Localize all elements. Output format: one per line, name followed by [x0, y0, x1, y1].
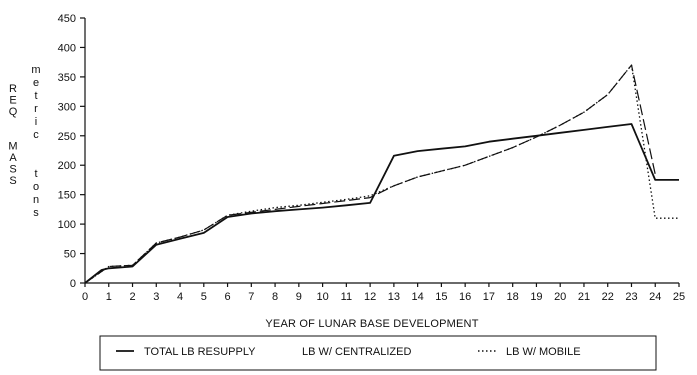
x-tick-label: 17 [483, 291, 495, 303]
y-label-left-char: S [9, 164, 16, 176]
y-tick-label: 200 [58, 160, 76, 172]
x-tick-label: 0 [82, 291, 88, 303]
y-tick-label: 400 [58, 42, 76, 54]
y-tick-label: 0 [70, 278, 76, 290]
y-label-right-char: e [33, 77, 39, 89]
y-tick-label: 100 [58, 219, 76, 231]
y-label-right-char: r [34, 103, 38, 115]
y-tick-label: 50 [64, 249, 76, 261]
y-label-left-char: M [8, 141, 17, 153]
series-group [84, 64, 679, 284]
y-label-right-char: m [31, 64, 40, 76]
x-tick-label: 12 [364, 291, 376, 303]
x-tick-label: 5 [201, 291, 207, 303]
legend-label-mobile: LB W/ MOBILE [506, 346, 581, 358]
x-tick-label: 25 [673, 291, 685, 303]
x-tick-label: 4 [177, 291, 183, 303]
x-tick-label: 19 [530, 291, 542, 303]
y-label-left-char: Q [9, 106, 18, 118]
y-label-right-char: n [33, 194, 39, 206]
x-tick-label: 8 [272, 291, 278, 303]
y-tick-label: 450 [58, 13, 76, 25]
x-tick-label: 3 [153, 291, 159, 303]
x-tick-label: 7 [248, 291, 254, 303]
x-axis-title: YEAR OF LUNAR BASE DEVELOPMENT [265, 318, 478, 330]
legend-label-total: TOTAL LB RESUPPLY [144, 346, 256, 358]
x-tick-label: 9 [296, 291, 302, 303]
series-line-solid [84, 123, 679, 284]
x-tick-label: 11 [341, 291, 352, 303]
x-axis-ticks: 0 1 2 3 4 5 6 7 8 9 10 11 12 13 14 15 16 17 18 19 20 21 22 23 24… [82, 283, 685, 303]
y-tick-label: 350 [58, 72, 76, 84]
y-label-right-char: s [33, 207, 39, 219]
y-axis-ticks: 0 50 100 150 200 250 300 350 400 450 [58, 13, 85, 290]
y-label-right-char: o [33, 181, 39, 193]
x-tick-label: 14 [412, 291, 424, 303]
legend-box [99, 335, 657, 371]
y-tick-label: 300 [58, 101, 76, 113]
y-label-left-char: E [9, 95, 16, 107]
x-tick-label: 2 [129, 291, 135, 303]
x-tick-label: 1 [106, 291, 112, 303]
x-tick-label: 6 [224, 291, 230, 303]
y-label-left-char: A [9, 152, 17, 164]
x-tick-label: 24 [649, 291, 661, 303]
x-tick-label: 10 [316, 291, 328, 303]
y-tick-label: 150 [58, 190, 76, 202]
y-label-left-char: R [9, 83, 17, 95]
legend-label-centralized: LB W/ CENTRALIZED [302, 346, 411, 358]
x-tick-label: 23 [625, 291, 637, 303]
y-label-left-char: S [9, 175, 16, 187]
x-tick-label: 21 [578, 291, 590, 303]
x-tick-label: 18 [507, 291, 519, 303]
x-tick-label: 20 [554, 291, 566, 303]
y-label-right-char: t [34, 168, 37, 180]
x-tick-label: 15 [435, 291, 447, 303]
y-label-right-char: i [35, 116, 37, 128]
legend: TOTAL LB RESUPPLY LB W/ CENTRALIZED LB W… [99, 335, 657, 371]
x-tick-label: 13 [388, 291, 400, 303]
y-label-right-char: t [34, 90, 37, 102]
series-line-dashed [84, 64, 656, 284]
series-line-dotted [84, 64, 679, 284]
x-tick-label: 22 [602, 291, 614, 303]
x-tick-label: 16 [459, 291, 471, 303]
y-label-right-char: c [33, 129, 39, 141]
y-tick-label: 250 [58, 131, 76, 143]
